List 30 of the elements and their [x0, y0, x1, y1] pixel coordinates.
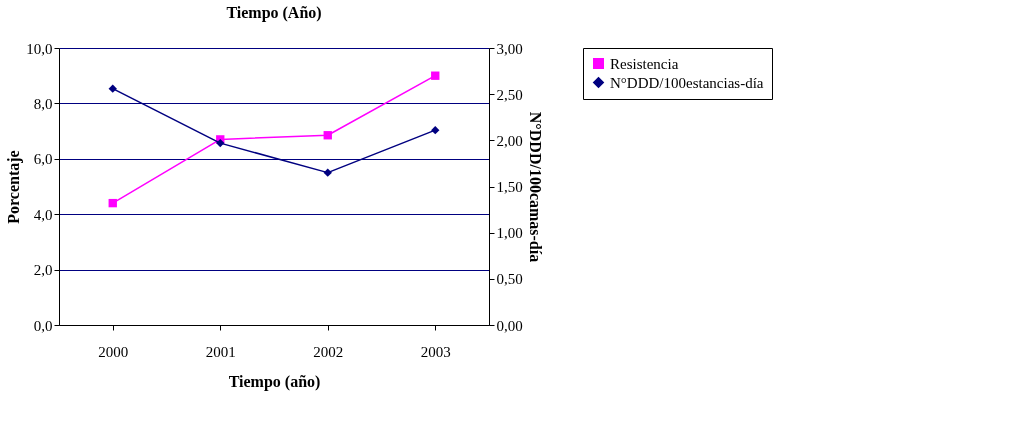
point	[323, 131, 332, 140]
x-axis-title: Tiempo (año)	[228, 372, 321, 391]
y-tick-label: 2,0	[33, 262, 53, 279]
point	[216, 138, 225, 148]
point	[108, 84, 117, 93]
x-tick-label: 2003	[420, 343, 451, 360]
legend-label: N°DDD/100estancias-día	[610, 74, 764, 91]
x-tick-label: 2001	[205, 343, 236, 360]
point	[108, 198, 117, 208]
x-tick-label: 2000	[98, 343, 129, 360]
chart-title: Tiempo (Año)	[226, 4, 322, 22]
y2-tick-label: 1,50	[496, 179, 523, 195]
y-tick-label: 10,0	[26, 40, 53, 57]
point	[431, 71, 440, 80]
legend-label: Resistencia	[610, 55, 679, 72]
y-tick-label: 4,0	[33, 206, 53, 223]
y-tick-label: 6,0	[33, 151, 53, 168]
point	[431, 125, 440, 135]
y2-axis-title: N°DDD/100camas-día	[526, 111, 544, 263]
y2-tick-label: 1,00	[496, 225, 523, 242]
point	[323, 168, 332, 177]
y2-tick-label: 0,00	[496, 317, 523, 334]
y2-tick-label: 3,00	[496, 40, 523, 57]
y2-tick-label: 0,50	[496, 271, 523, 288]
y2-tick-label: 2,00	[496, 132, 523, 149]
x-tick-label: 2002	[313, 343, 344, 360]
y-axis-title: Porcentaje	[5, 150, 24, 224]
y-tick-label: 0,0	[33, 317, 53, 334]
y2-tick-label: 2,50	[496, 86, 523, 103]
y-tick-label: 8,0	[33, 95, 53, 112]
